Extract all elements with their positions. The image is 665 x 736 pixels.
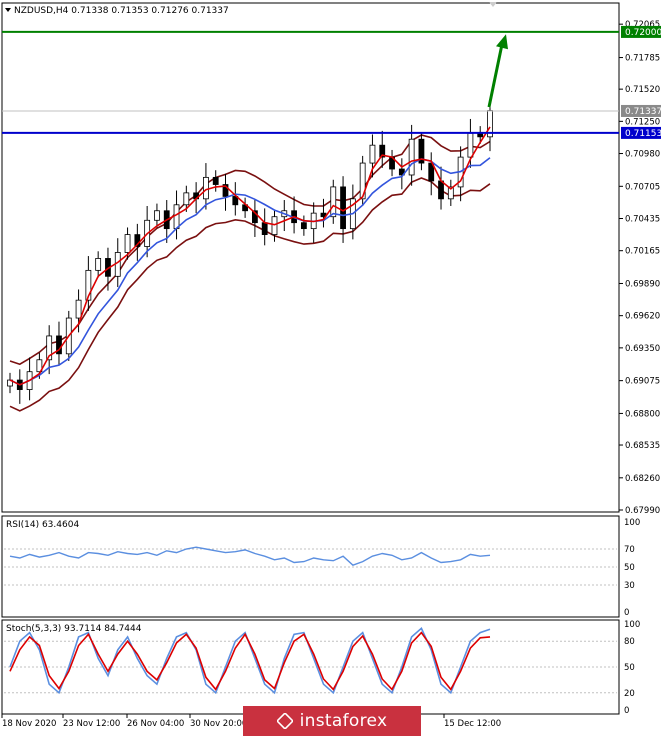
y-tick-label: 0.70705 [625,182,660,192]
y-tick-label: 0.68260 [625,474,660,484]
candle-body [75,299,82,319]
level-tag-text: 0.72000 [625,28,662,38]
rsi-line [9,546,491,567]
stoch-tick-label: 80 [624,637,635,647]
candle-body [447,186,454,200]
stoch-tick-label: 20 [624,689,635,699]
x-tick-label: 23 Nov 12:00 [63,719,120,729]
instaforex-logo-icon [275,711,294,731]
candle-body [56,335,62,355]
candle-body [438,180,444,200]
bollinger-lower [9,177,491,412]
x-tick-label: 26 Nov 04:00 [127,719,184,729]
y-tick-label: 0.70980 [625,150,660,160]
candle-body [183,192,190,206]
current-price-text: 0.71337 [625,107,662,117]
candle-body [261,222,268,235]
y-tick-label: 0.67990 [625,506,660,516]
candle-body [203,176,209,200]
y-tick-label: 0.70165 [625,247,660,257]
candle-body [154,210,160,221]
stoch-plot [4,626,617,695]
candle-body [359,162,366,200]
candle-body [300,222,307,230]
candle-body [271,216,278,235]
rsi-tick-label: 70 [624,545,635,555]
candle-body [428,162,435,182]
candle-body [467,132,474,158]
rsi-tick-label: 30 [624,581,635,591]
stoch-title: Stoch(5,3,3) 93.7114 84.7444 [6,624,142,634]
y-tick-label: 0.68535 [625,441,660,451]
rsi-tick-label: 0 [624,608,629,618]
dropdown-icon[interactable] [5,8,11,12]
x-axis: 18 Nov 2020 23 Nov 12:00 26 Nov 04:00 30 No… [1,714,501,729]
stoch-tick-label: 50 [624,663,635,673]
stoch-tick-label: 100 [624,620,640,630]
forecast-arrow-head [496,34,508,50]
scroll-marker-icon[interactable] [489,2,497,7]
stoch-panel-frame [1,619,620,715]
candle-body [232,196,239,206]
level-tag-resistance [621,25,661,38]
stoch-signal-line [9,631,491,691]
main-panel-frame [1,2,620,513]
x-tick-label: 18 Nov 2020 [2,719,56,729]
watermark-text: instaforex [299,711,388,731]
candle-body [173,204,180,230]
x-tick-label: 30 Nov 20:00 [190,719,247,729]
current-price-tag [621,104,661,117]
y-tick-label: 0.71520 [625,85,660,95]
y-tick-label: 0.70435 [625,215,660,225]
y-tick-label: 0.68800 [625,409,660,419]
candle-body [124,234,131,253]
ma-fast [9,126,491,386]
y-tick-label: 0.72065 [625,20,660,30]
candle-body [222,184,229,197]
candle-body [85,269,92,301]
rsi-plot [4,546,617,586]
level-tag-text: 0.71153 [625,129,662,139]
candle-body [369,144,376,164]
main-plot [2,30,619,412]
candle-body [398,168,405,176]
y-tick-label: 0.69075 [625,377,660,387]
watermark-banner: instaforex [243,706,421,736]
candle-body [330,186,337,218]
ma-slow [9,157,491,386]
y-tick-label: 0.71250 [625,117,660,127]
candle-body [408,138,415,176]
candle-body [379,144,386,158]
candle-body [418,138,425,164]
chart-title: NZDUSD,H4 0.71338 0.71353 0.71276 0.7133… [14,6,229,16]
y-tick-label: 0.69620 [625,312,660,322]
y-tick-label: 0.71785 [625,54,660,64]
rsi-tick-label: 100 [624,518,640,528]
rsi-panel-frame [1,515,620,618]
candle-body [251,210,258,224]
candle-body [212,176,219,185]
y-tick-label: 0.69890 [625,279,660,289]
x-tick-label: 15 Dec 12:00 [444,719,501,729]
y-axis: 0.72065 0.71785 0.71520 0.71250 0.70980 0.707… [619,20,662,716]
candle-body [340,186,346,230]
rsi-tick-label: 50 [624,563,635,573]
stoch-tick-label: 0 [624,706,629,716]
forecast-arrow [487,44,504,108]
rsi-title: RSI(14) 63.4604 [6,520,79,530]
candle-body [46,335,53,361]
candle-body [36,359,43,373]
candle-body [95,258,102,271]
y-tick-label: 0.69350 [625,344,660,354]
level-tag-support [621,126,661,139]
